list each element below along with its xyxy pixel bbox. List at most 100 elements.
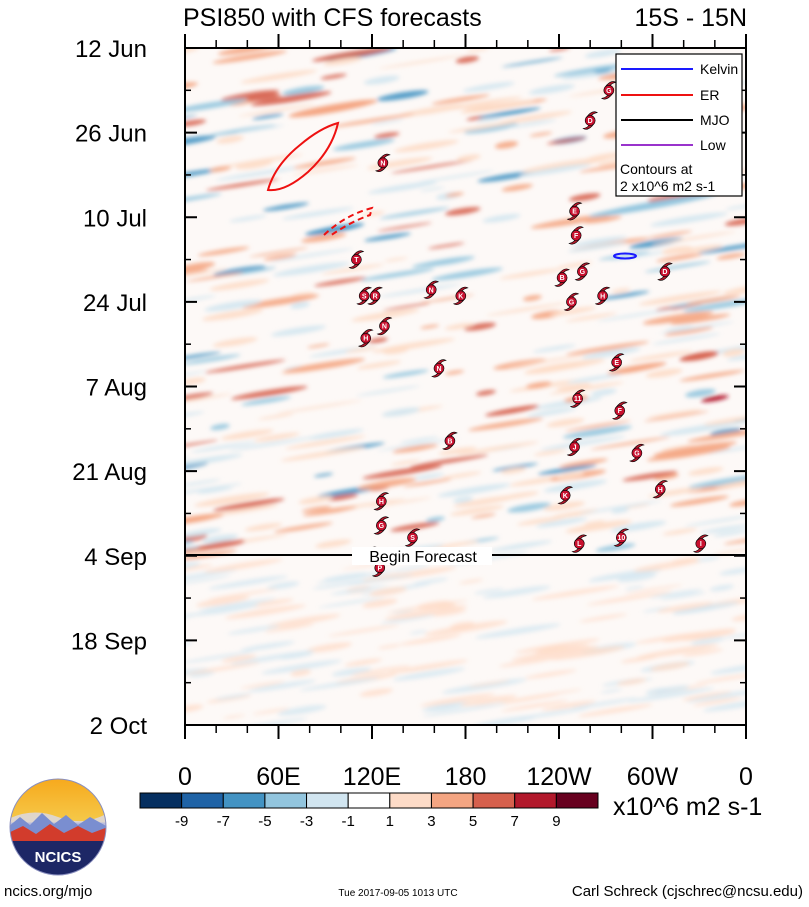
storm-core: [573, 538, 585, 549]
anomaly-patch: [382, 302, 431, 311]
storm-core: [425, 284, 437, 296]
anomaly-patch: [530, 214, 610, 229]
anomaly-patch: [508, 119, 557, 128]
x-tick-label: 120E: [343, 763, 401, 791]
storm-core: [572, 393, 584, 404]
anomaly-patch: [400, 436, 439, 444]
anomaly-patch: [323, 572, 367, 581]
anomaly-patch: [549, 306, 597, 316]
colorbar-label: -5: [258, 813, 271, 830]
anomaly-patch: [523, 295, 542, 301]
anomaly-patch: [499, 689, 582, 703]
anomaly-patch: [345, 346, 378, 353]
anomaly-patch: [212, 337, 258, 347]
storm-label: K: [563, 493, 568, 500]
anomaly-patch: [250, 91, 332, 106]
footer-right: Carl Schreck (cjschrec@ncsu.edu): [572, 883, 803, 900]
anomaly-patch: [425, 516, 445, 523]
anomaly-patch: [382, 369, 429, 379]
storm-symbol: F: [568, 226, 584, 245]
anomaly-patch: [369, 587, 408, 597]
anomaly-patch: [713, 529, 746, 537]
colorbar-label: 5: [469, 813, 477, 830]
anomaly-patch: [399, 634, 462, 646]
anomaly-patch: [214, 693, 251, 700]
anomaly-patch: [654, 685, 690, 694]
anomaly-patch: [282, 85, 325, 96]
y-tick-label: 18 Sep: [71, 628, 147, 655]
anomaly-patch: [501, 700, 569, 712]
storm-symbol: H: [373, 492, 390, 511]
anomaly-patch: [185, 135, 216, 147]
anomaly-patch: [273, 522, 333, 533]
anomaly-patch: [350, 665, 411, 676]
anomaly-patch: [616, 678, 647, 686]
anomaly-patch: [185, 456, 225, 467]
anomaly-patch: [500, 467, 527, 474]
anomaly-patch: [453, 496, 474, 503]
anomaly-core: [588, 193, 717, 217]
anomaly-patch: [570, 236, 627, 247]
anomaly-patch: [185, 564, 213, 574]
anomaly-patch: [230, 650, 316, 665]
anomaly-patch: [331, 667, 372, 677]
anomaly-patch: [387, 659, 469, 674]
anomaly-patch: [703, 416, 746, 426]
anomaly-patch: [438, 447, 477, 455]
storm-label: N: [380, 160, 385, 167]
anomaly-patch: [379, 283, 462, 298]
anomaly-patch: [185, 569, 237, 584]
anomaly-patch: [359, 688, 393, 697]
anomaly-patch: [669, 495, 730, 507]
anomaly-patch: [444, 323, 475, 330]
storm-core: [444, 435, 456, 447]
storm-symbols: GDNEFTBGDSRNKGHHNEN11FBJGHKHGS10LIMP: [348, 81, 709, 577]
anomaly-patch: [254, 432, 300, 442]
anomaly-patch: [507, 502, 551, 513]
anomaly-patch: [554, 63, 631, 77]
anomaly-patch: [611, 288, 631, 293]
anomaly-patch: [670, 313, 731, 325]
anomaly-patch: [221, 90, 280, 102]
storm-core: [556, 272, 568, 283]
anomaly-patch: [185, 371, 207, 383]
anomaly-patch: [377, 222, 432, 232]
anomaly-patch: [185, 377, 206, 385]
anomaly-patch: [431, 267, 503, 281]
anomaly-patch: [597, 309, 674, 322]
anomaly-patch: [664, 326, 714, 336]
latitude-band-label: 15S - 15N: [634, 4, 747, 32]
y-tick-label: 7 Aug: [86, 375, 147, 402]
anomaly-patch: [506, 354, 587, 368]
ncics-logo: NCICS: [9, 778, 107, 876]
anomaly-patch: [290, 669, 311, 677]
anomaly-patch: [598, 290, 650, 300]
anomaly-patch: [376, 90, 429, 101]
anomaly-patch: [249, 598, 294, 608]
storm-core: [407, 532, 418, 543]
anomaly-patch: [351, 308, 420, 322]
anomaly-patch: [724, 217, 746, 226]
anomaly-patch: [384, 257, 408, 262]
anomaly-patch: [642, 607, 672, 613]
storm-label: T: [354, 257, 359, 264]
anomaly-patch: [196, 595, 250, 607]
anomaly-patch: [643, 410, 709, 422]
anomaly-patch: [444, 207, 481, 216]
anomaly-patch: [543, 501, 585, 511]
storm-core: [369, 290, 381, 302]
anomaly-patch: [344, 658, 382, 667]
anomaly-patch: [431, 94, 490, 105]
anomaly-patch: [649, 662, 690, 671]
anomaly-patch: [185, 295, 217, 303]
anomaly-patch: [283, 358, 366, 373]
anomaly-patch: [267, 581, 300, 590]
anomaly-patch: [185, 575, 232, 586]
storm-core: [584, 115, 596, 126]
storm-core: [376, 496, 387, 507]
anomaly-patch: [204, 299, 262, 312]
x-tick-label: 0: [178, 763, 192, 791]
storm-symbol: L: [571, 534, 588, 553]
y-tick-label: 21 Aug: [72, 459, 147, 486]
anomaly-patch: [624, 584, 683, 595]
